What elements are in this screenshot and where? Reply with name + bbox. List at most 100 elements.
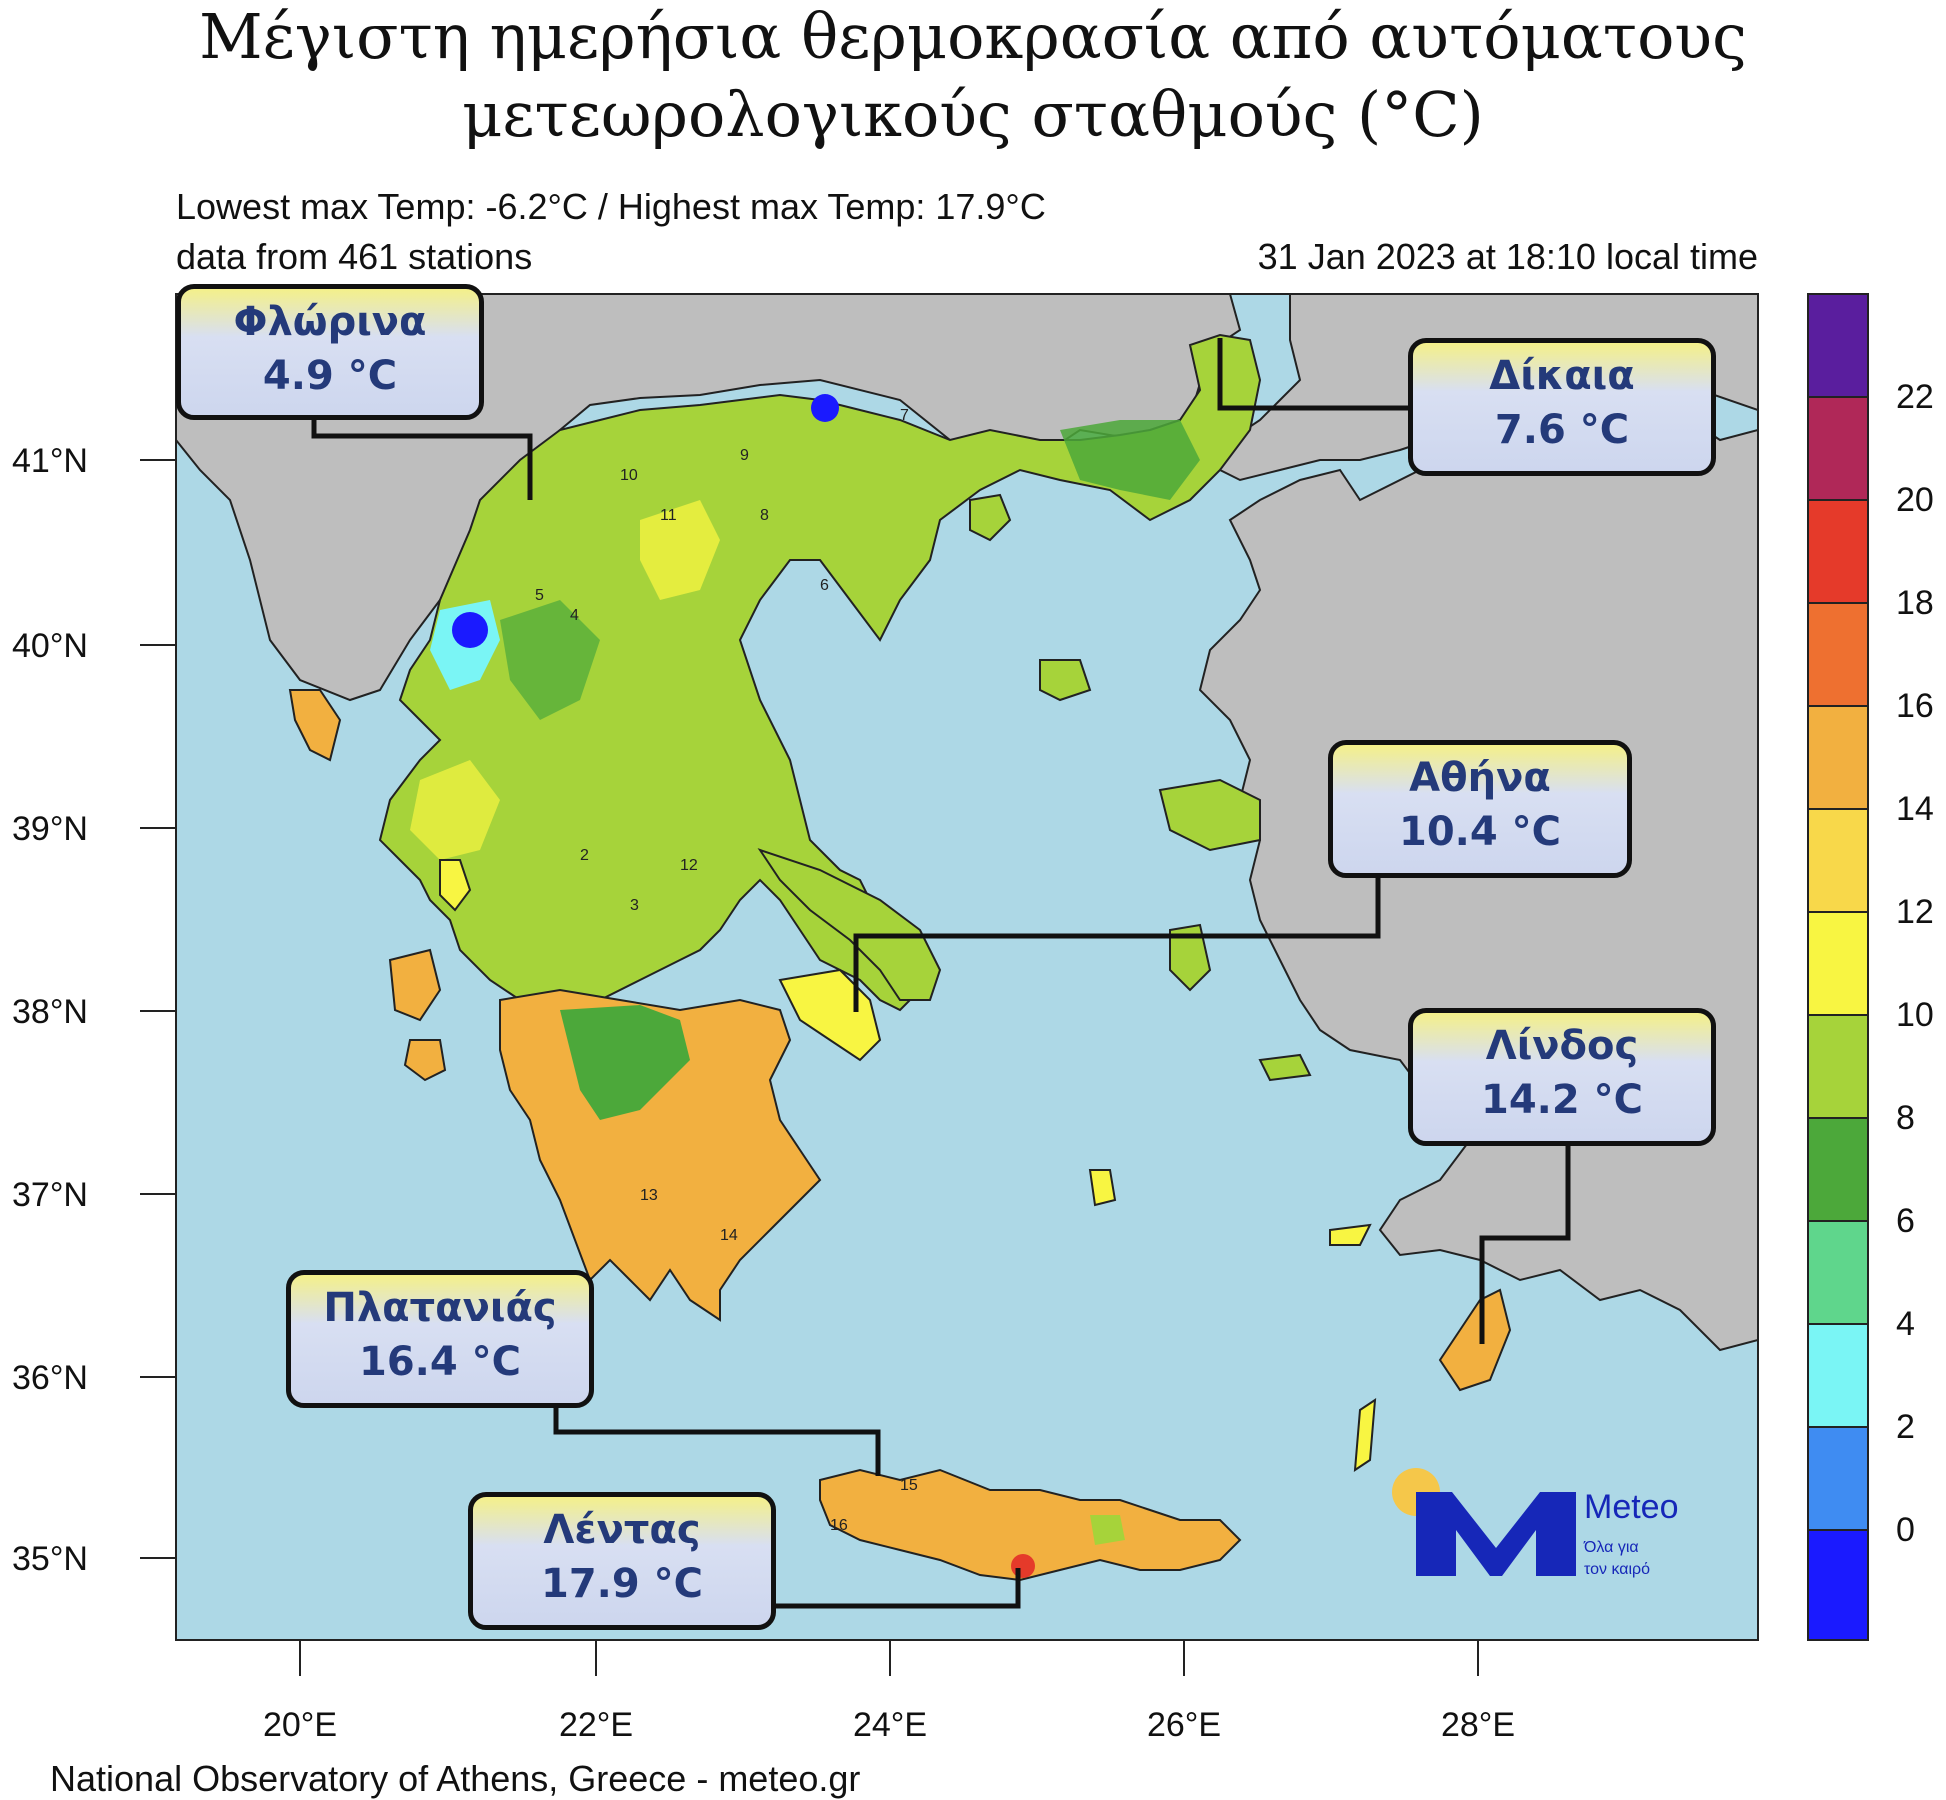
limnos [1039, 659, 1092, 702]
euboea [757, 848, 942, 1001]
station-value: 6 [820, 577, 829, 594]
kefalonia [388, 948, 442, 1022]
callout-temperature: 7.6 °C [1494, 407, 1630, 453]
logo-tagline-1: Όλα για [1583, 1539, 1639, 1556]
corfu [288, 689, 342, 762]
callout-station-name: Λέντας [543, 1507, 701, 1553]
callout-leaders [311, 338, 1571, 1609]
colorbar-label: 8 [1896, 1099, 1915, 1137]
colorbar-segment [1807, 1220, 1869, 1325]
lon-labels: 20°E 22°E 24°E 26°E 28°E [263, 1706, 1515, 1744]
map-title-line2: μετεωρολογικούς σταθμούς (°C) [462, 78, 1484, 151]
colorbar [1807, 293, 1869, 1641]
kos [1329, 1223, 1372, 1246]
cold-spot-marker-2 [811, 394, 839, 422]
station-value: 9 [740, 447, 749, 464]
lat-label: 37°N [12, 1176, 88, 1214]
lentas-hot-spot [1011, 1554, 1035, 1578]
lat-label: 40°N [12, 627, 88, 665]
callout-platanias: Πλατανιάς 16.4 °C [286, 1270, 594, 1408]
colorbar-label: 14 [1896, 790, 1934, 828]
crete-green-spot [1090, 1515, 1125, 1545]
greece-mainland [378, 333, 1262, 1012]
callout-temperature: 4.9 °C [262, 353, 398, 399]
station-values: 10 11 9 8 7 6 5 4 3 2 12 13 14 15 16 [535, 407, 918, 1534]
west-yellow-zone [410, 760, 500, 860]
colorbar-segment [1807, 602, 1869, 707]
footer-credit: National Observatory of Athens, Greece -… [50, 1758, 861, 1799]
callout-station-name: Πλατανιάς [323, 1285, 557, 1331]
colorbar-segment [1807, 499, 1869, 604]
colorbar-label: 20 [1896, 481, 1934, 519]
colorbar-segment [1807, 808, 1869, 913]
colorbar-label: 2 [1896, 1408, 1915, 1446]
lat-labels: 41°N 40°N 39°N 38°N 37°N 36°N 35°N [12, 442, 88, 1578]
colorbar-label: 22 [1896, 378, 1934, 416]
callout-lentas: Λέντας 17.9 °C [468, 1492, 776, 1630]
callout-station-name: Δίκαια [1489, 353, 1635, 399]
samos [1258, 1053, 1312, 1082]
map-title-line1: Μέγιστη ημερήσια θερμοκρασία από αυτόματ… [199, 0, 1747, 73]
lon-label: 20°E [263, 1706, 337, 1744]
temperature-extremes: Lowest max Temp: -6.2°C / Highest max Te… [176, 186, 1046, 227]
timestamp: 31 Jan 2023 at 18:10 local time [1257, 236, 1758, 277]
lat-label: 39°N [12, 810, 88, 848]
callout-florina: Φλώρινα 4.9 °C [176, 284, 484, 420]
lon-label: 28°E [1441, 1706, 1515, 1744]
station-value: 10 [620, 467, 638, 484]
station-value: 13 [640, 1187, 658, 1204]
lat-ticks [140, 459, 176, 1559]
logo-m-icon [1416, 1492, 1576, 1576]
peloponnese-green-core [560, 1005, 690, 1120]
station-value: 8 [760, 507, 769, 524]
north-dark-green-zone [1060, 420, 1200, 500]
colorbar-segment [1807, 1117, 1869, 1222]
callout-temperature: 14.2 °C [1481, 1077, 1643, 1123]
crete [819, 1468, 1242, 1582]
thasos [969, 493, 1012, 542]
chios [1169, 923, 1212, 992]
callout-lindos: Λίνδος 14.2 °C [1408, 1008, 1716, 1146]
callout-temperature: 17.9 °C [541, 1561, 703, 1607]
station-value: 14 [720, 1227, 738, 1244]
logo-brand: Meteo [1584, 1488, 1679, 1526]
callout-station-name: Αθήνα [1409, 755, 1551, 801]
naxos [1088, 1169, 1117, 1207]
lefkada [439, 859, 472, 912]
colorbar-label: 12 [1896, 893, 1934, 931]
colorbar-segment [1807, 705, 1869, 810]
colorbar-segment [1807, 396, 1869, 501]
lat-label: 38°N [12, 993, 88, 1031]
lat-label: 41°N [12, 442, 88, 480]
callout-station-name: Λίνδος [1485, 1023, 1639, 1069]
central-yellow-zone [640, 500, 720, 600]
pindus-green-zone [500, 600, 600, 720]
lon-ticks [299, 1640, 1479, 1676]
lesvos [1158, 778, 1261, 852]
station-value: 4 [570, 607, 579, 624]
lat-label: 36°N [12, 1359, 88, 1397]
station-value: 5 [535, 587, 544, 604]
station-value: 16 [830, 1517, 848, 1534]
colorbar-label: 10 [1896, 996, 1934, 1034]
colorbar-label: 0 [1896, 1511, 1915, 1549]
cold-spot-marker [452, 612, 488, 648]
callout-temperature: 16.4 °C [359, 1339, 521, 1385]
colorbar-segment [1807, 1426, 1869, 1531]
zakynthos [403, 1039, 447, 1082]
station-value: 15 [900, 1477, 918, 1494]
callout-station-name: Φλώρινα [233, 299, 427, 345]
callout-dikaia: Δίκαια 7.6 °C [1408, 338, 1716, 476]
colorbar-segment [1807, 1014, 1869, 1119]
karpathos [1353, 1398, 1377, 1472]
station-value: 2 [580, 847, 589, 864]
station-value: 7 [900, 407, 909, 424]
colorbar-segment [1807, 293, 1869, 398]
colorbar-label: 4 [1896, 1305, 1915, 1343]
station-value: 12 [680, 857, 698, 874]
lon-label: 24°E [853, 1706, 927, 1744]
colorbar-label: 6 [1896, 1202, 1915, 1240]
colorbar-segment [1807, 1323, 1869, 1428]
lon-label: 26°E [1147, 1706, 1221, 1744]
